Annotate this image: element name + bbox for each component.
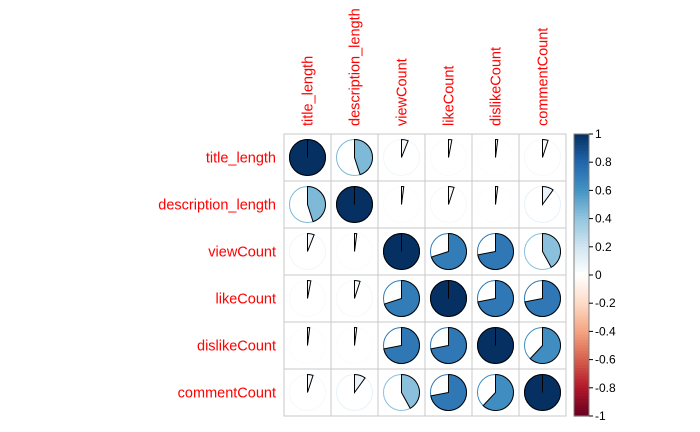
colorbar-tick-label: 0.4: [595, 212, 612, 226]
pie-mark: [289, 373, 326, 411]
pie-mark: [430, 326, 467, 364]
pie-mark: [336, 232, 373, 270]
pie-mark: [336, 138, 373, 176]
row-label: likeCount: [216, 292, 276, 308]
pie-mark: [477, 232, 514, 270]
pie-mark: [336, 373, 373, 411]
colorbar-tick-label: -0.8: [595, 381, 616, 395]
colorbar-tick-label: 0: [595, 268, 602, 282]
pie-mark: [383, 279, 420, 317]
pie-mark: [336, 186, 373, 223]
pie-mark: [289, 139, 326, 176]
pie-mark: [477, 138, 514, 176]
pie-mark: [289, 326, 326, 364]
colorbar-tick-label: 1: [595, 127, 602, 141]
pie-mark: [524, 326, 561, 364]
row-label: commentCount: [178, 386, 276, 402]
colorbar: 1 0.8 0.6 0.4 0.2 0 -0.2 -0.4 -0.6 -0.8 -1: [573, 127, 616, 423]
pie-mark: [336, 279, 373, 317]
pie-mark: [383, 138, 420, 176]
row-label: viewCount: [208, 245, 276, 261]
row-label: title_length: [206, 151, 276, 167]
pie-mark: [336, 326, 373, 364]
row-label: dislikeCount: [197, 339, 276, 355]
column-label: commentCount: [536, 28, 552, 126]
pie-mark: [289, 232, 326, 270]
colorbar-tick-label: -1: [595, 409, 606, 423]
pie-mark: [383, 233, 420, 270]
pie-mark: [477, 185, 514, 223]
colorbar-tick-label: -0.4: [595, 324, 616, 338]
row-labels: title_length description_length viewCount l…: [158, 151, 276, 402]
colorbar-tick-label: -0.6: [595, 353, 616, 367]
pie-mark: [430, 280, 467, 317]
column-label: likeCount: [442, 66, 458, 126]
column-label: viewCount: [395, 58, 411, 126]
colorbar-tick-label: -0.2: [595, 296, 616, 310]
pie-mark: [477, 327, 514, 364]
column-label: dislikeCount: [489, 47, 505, 126]
column-label: title_length: [301, 56, 317, 126]
pie-mark: [524, 138, 561, 176]
colorbar-tick-label: 0.2: [595, 240, 612, 254]
pie-mark: [383, 373, 420, 411]
pie-cells: [289, 138, 561, 411]
pie-mark: [430, 185, 467, 223]
colorbar-tick-label: 0.6: [595, 183, 612, 197]
pie-mark: [383, 185, 420, 223]
pie-mark: [430, 138, 467, 176]
colorbar-gradient: [574, 134, 589, 417]
row-label: description_length: [158, 198, 276, 214]
colorbar-tick-label: 0.8: [595, 155, 612, 169]
pie-mark: [383, 326, 420, 364]
pie-mark: [289, 185, 326, 223]
column-labels: title_length description_length viewCount l…: [301, 8, 552, 126]
pie-mark: [477, 279, 514, 317]
grid: [283, 133, 567, 417]
pie-mark: [524, 232, 561, 270]
pie-mark: [430, 373, 467, 411]
pie-mark: [524, 185, 561, 223]
pie-mark: [430, 232, 467, 270]
pie-mark: [477, 373, 514, 411]
pie-mark: [524, 374, 561, 411]
pie-mark: [524, 279, 561, 317]
pie-mark: [289, 279, 326, 317]
column-label: description_length: [348, 8, 364, 126]
